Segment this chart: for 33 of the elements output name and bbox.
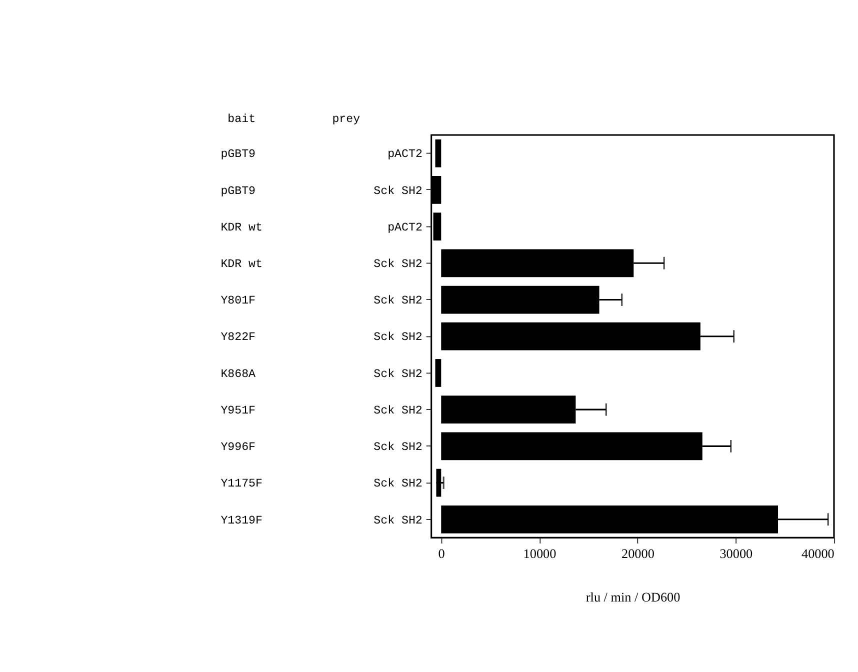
- y2-tick-label: pGBT9: [220, 184, 256, 198]
- y2-tick-label: K868A: [220, 368, 256, 381]
- y2-tick-label: Y996F: [220, 441, 256, 454]
- y-tick-label: Sck SH2: [374, 331, 422, 344]
- bar: [435, 359, 442, 387]
- x-tick-label: 20000: [622, 546, 655, 562]
- y-tick-label: Sck SH2: [374, 184, 422, 198]
- y-tick-label: Sck SH2: [374, 441, 422, 454]
- x-tick-label: 30000: [720, 546, 754, 562]
- text: bait: [228, 112, 256, 126]
- y-tick-label: Sck SH2: [374, 294, 422, 308]
- y2-tick-label: Y822F: [220, 331, 256, 344]
- y-tick-label: pACT2: [388, 148, 422, 162]
- x-tick-label: 40000: [801, 546, 835, 562]
- y-tick-label: pACT2: [388, 221, 422, 234]
- y2-tick-label: Y1175F: [220, 478, 263, 491]
- y2-tick-label: pGBT9: [220, 148, 256, 162]
- bar: [435, 139, 442, 168]
- y-tick-label: Sck SH2: [374, 478, 422, 491]
- y2-tick-label: KDR wt: [220, 258, 263, 272]
- x-axis-title: rlu / min / OD600: [586, 590, 681, 605]
- y2-tick-label: Y951F: [220, 404, 256, 418]
- text: prey: [332, 112, 360, 126]
- y-tick-label: Sck SH2: [374, 368, 422, 381]
- y-tick-label: Sck SH2: [374, 404, 422, 418]
- y2-tick-label: Y801F: [220, 294, 256, 308]
- bar: [433, 212, 442, 240]
- y2-tick-label: KDR wt: [220, 221, 263, 234]
- y-tick-label: Sck SH2: [374, 514, 422, 528]
- x-tick-label: 0: [438, 546, 446, 562]
- y2-tick-label: Y1319F: [220, 514, 263, 528]
- y-tick-label: Sck SH2: [374, 258, 422, 272]
- x-tick-label: 10000: [523, 546, 557, 562]
